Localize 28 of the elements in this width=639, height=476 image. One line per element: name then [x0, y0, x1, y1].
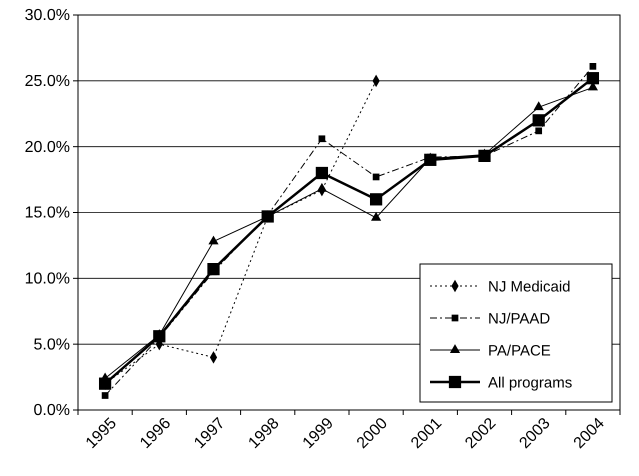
point	[318, 135, 326, 142]
y-tick-label: 30.0%	[24, 7, 70, 24]
point	[371, 212, 382, 221]
point	[590, 62, 596, 70]
point	[208, 236, 219, 244]
point	[316, 166, 328, 180]
point	[102, 392, 108, 399]
y-tick-label: 0.0%	[34, 402, 70, 420]
point	[207, 262, 220, 276]
legend-label: All programs	[488, 374, 572, 392]
point	[534, 101, 544, 110]
point	[424, 154, 436, 166]
point	[153, 330, 166, 342]
point	[316, 182, 327, 192]
y-tick-label: 5.0%	[34, 336, 70, 354]
y-tick-label: 20.0%	[24, 138, 70, 156]
legend-label: PA/PACE	[488, 342, 551, 360]
y-tick-label: 25.0%	[24, 72, 70, 90]
point	[98, 378, 112, 390]
point	[370, 193, 382, 206]
y-tick-label: 15.0%	[24, 204, 70, 222]
point	[535, 128, 542, 134]
legend-label: NJ/PAAD	[488, 310, 550, 328]
y-tick-label: 10.0%	[24, 270, 70, 288]
point	[586, 72, 600, 84]
point	[532, 114, 545, 126]
legend-label: NJ Medicaid	[488, 278, 571, 296]
point	[372, 174, 380, 180]
